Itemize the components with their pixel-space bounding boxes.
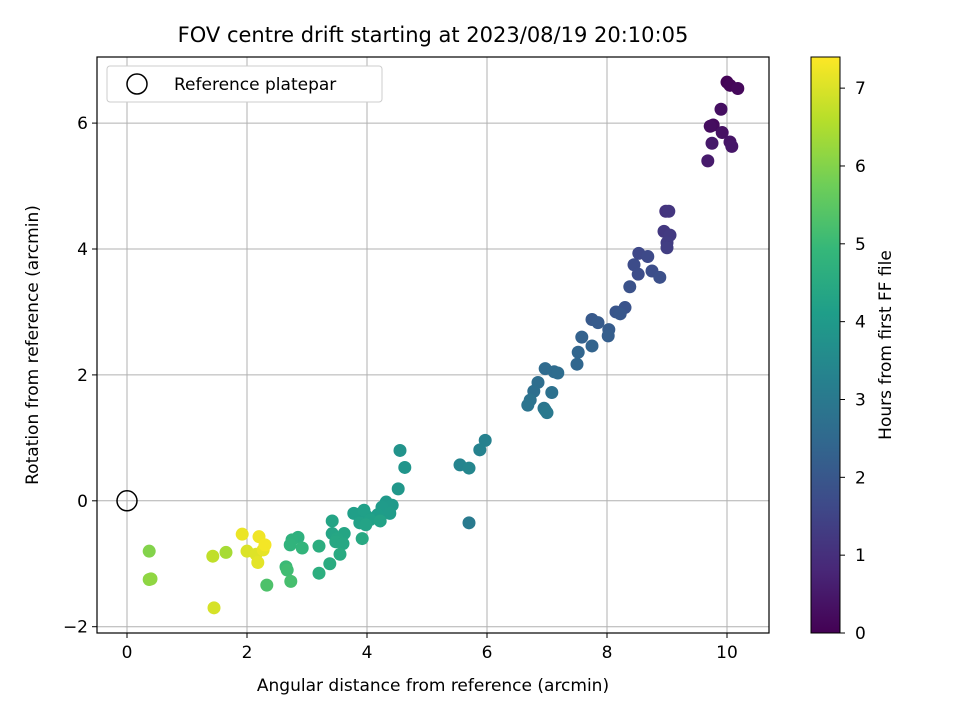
y-tick-label: 2 bbox=[77, 366, 88, 386]
data-point bbox=[325, 514, 339, 528]
colorbar-tick-label: 7 bbox=[855, 79, 866, 99]
data-point bbox=[731, 81, 745, 95]
data-point bbox=[591, 316, 605, 330]
data-point bbox=[219, 545, 233, 559]
data-point bbox=[601, 329, 615, 343]
data-point bbox=[312, 566, 326, 580]
data-point bbox=[284, 574, 298, 588]
data-point bbox=[347, 506, 361, 520]
data-point bbox=[207, 601, 221, 615]
colorbar-ticks: 0 1 2 3 4 5 6 7 bbox=[840, 79, 866, 644]
data-point bbox=[462, 516, 476, 530]
data-point bbox=[336, 537, 350, 551]
y-axis-label: Rotation from reference (arcmin) bbox=[23, 205, 43, 485]
y-axis-ticks: −2 0 2 4 6 bbox=[63, 114, 97, 638]
data-point bbox=[641, 250, 655, 264]
x-tick-label: 10 bbox=[716, 643, 738, 663]
data-point bbox=[283, 538, 297, 552]
data-point bbox=[570, 357, 584, 371]
data-point bbox=[142, 544, 156, 558]
data-point bbox=[398, 460, 412, 474]
legend-reference-marker bbox=[126, 73, 148, 95]
data-point bbox=[725, 139, 739, 153]
data-point bbox=[251, 555, 265, 569]
colorbar-tick-label: 0 bbox=[855, 624, 866, 644]
data-point bbox=[359, 518, 373, 532]
data-point bbox=[280, 563, 294, 577]
data-point bbox=[355, 532, 369, 546]
data-point bbox=[478, 433, 492, 447]
data-point bbox=[662, 204, 676, 218]
data-point bbox=[551, 366, 565, 380]
data-point bbox=[258, 538, 272, 552]
legend: Reference platepar bbox=[106, 65, 383, 103]
data-point bbox=[260, 578, 274, 592]
y-tick-label: −2 bbox=[63, 618, 88, 638]
x-axis-label: Angular distance from reference (arcmin) bbox=[257, 676, 609, 696]
x-tick-label: 8 bbox=[602, 643, 613, 663]
colorbar-tick-label: 2 bbox=[855, 468, 866, 488]
data-point bbox=[653, 270, 667, 284]
grid bbox=[97, 57, 769, 633]
data-point bbox=[623, 280, 637, 294]
data-point bbox=[462, 461, 476, 475]
data-point bbox=[323, 557, 337, 571]
x-tick-label: 6 bbox=[482, 643, 493, 663]
data-point bbox=[333, 547, 347, 561]
plot-frame bbox=[96, 56, 770, 634]
data-point bbox=[373, 514, 387, 528]
data-point bbox=[715, 126, 729, 140]
legend-box bbox=[106, 65, 383, 103]
chart-title: FOV centre drift starting at 2023/08/19 … bbox=[178, 23, 689, 47]
y-tick-label: 0 bbox=[77, 492, 88, 512]
scatter-points bbox=[142, 75, 745, 615]
data-point bbox=[613, 307, 627, 321]
colorbar-tick-label: 1 bbox=[855, 546, 866, 566]
data-point bbox=[571, 345, 585, 359]
data-point bbox=[703, 119, 717, 133]
data-point bbox=[357, 503, 371, 517]
data-point bbox=[701, 154, 715, 168]
data-point bbox=[714, 102, 728, 116]
data-point bbox=[660, 241, 674, 255]
data-point bbox=[705, 136, 719, 150]
colorbar bbox=[810, 56, 841, 634]
data-point bbox=[144, 572, 158, 586]
y-tick-label: 6 bbox=[77, 114, 88, 134]
colorbar-tick-label: 5 bbox=[855, 235, 866, 255]
data-point bbox=[383, 506, 397, 520]
legend-label-reference-platepar: Reference platepar bbox=[174, 75, 336, 95]
x-axis-ticks: 0 2 4 6 8 10 bbox=[122, 633, 738, 663]
data-point bbox=[521, 398, 535, 412]
data-point bbox=[545, 386, 559, 400]
x-tick-label: 2 bbox=[242, 643, 253, 663]
data-point bbox=[206, 549, 220, 563]
data-point bbox=[540, 406, 554, 420]
y-tick-label: 4 bbox=[77, 240, 88, 260]
colorbar-tick-label: 4 bbox=[855, 313, 866, 333]
data-point bbox=[235, 527, 249, 541]
x-tick-label: 0 bbox=[122, 643, 133, 663]
data-point bbox=[295, 541, 309, 555]
data-point bbox=[312, 539, 326, 553]
data-point bbox=[631, 267, 645, 281]
data-point bbox=[473, 443, 487, 457]
data-point bbox=[391, 482, 405, 496]
data-point bbox=[575, 330, 589, 344]
colorbar-tick-label: 3 bbox=[855, 390, 866, 410]
data-point bbox=[585, 339, 599, 353]
data-point bbox=[393, 443, 407, 457]
x-tick-label: 4 bbox=[362, 643, 373, 663]
reference-platepar-marker bbox=[116, 490, 138, 512]
colorbar-label: Hours from first FF file bbox=[876, 250, 896, 440]
colorbar-tick-label: 6 bbox=[855, 157, 866, 177]
